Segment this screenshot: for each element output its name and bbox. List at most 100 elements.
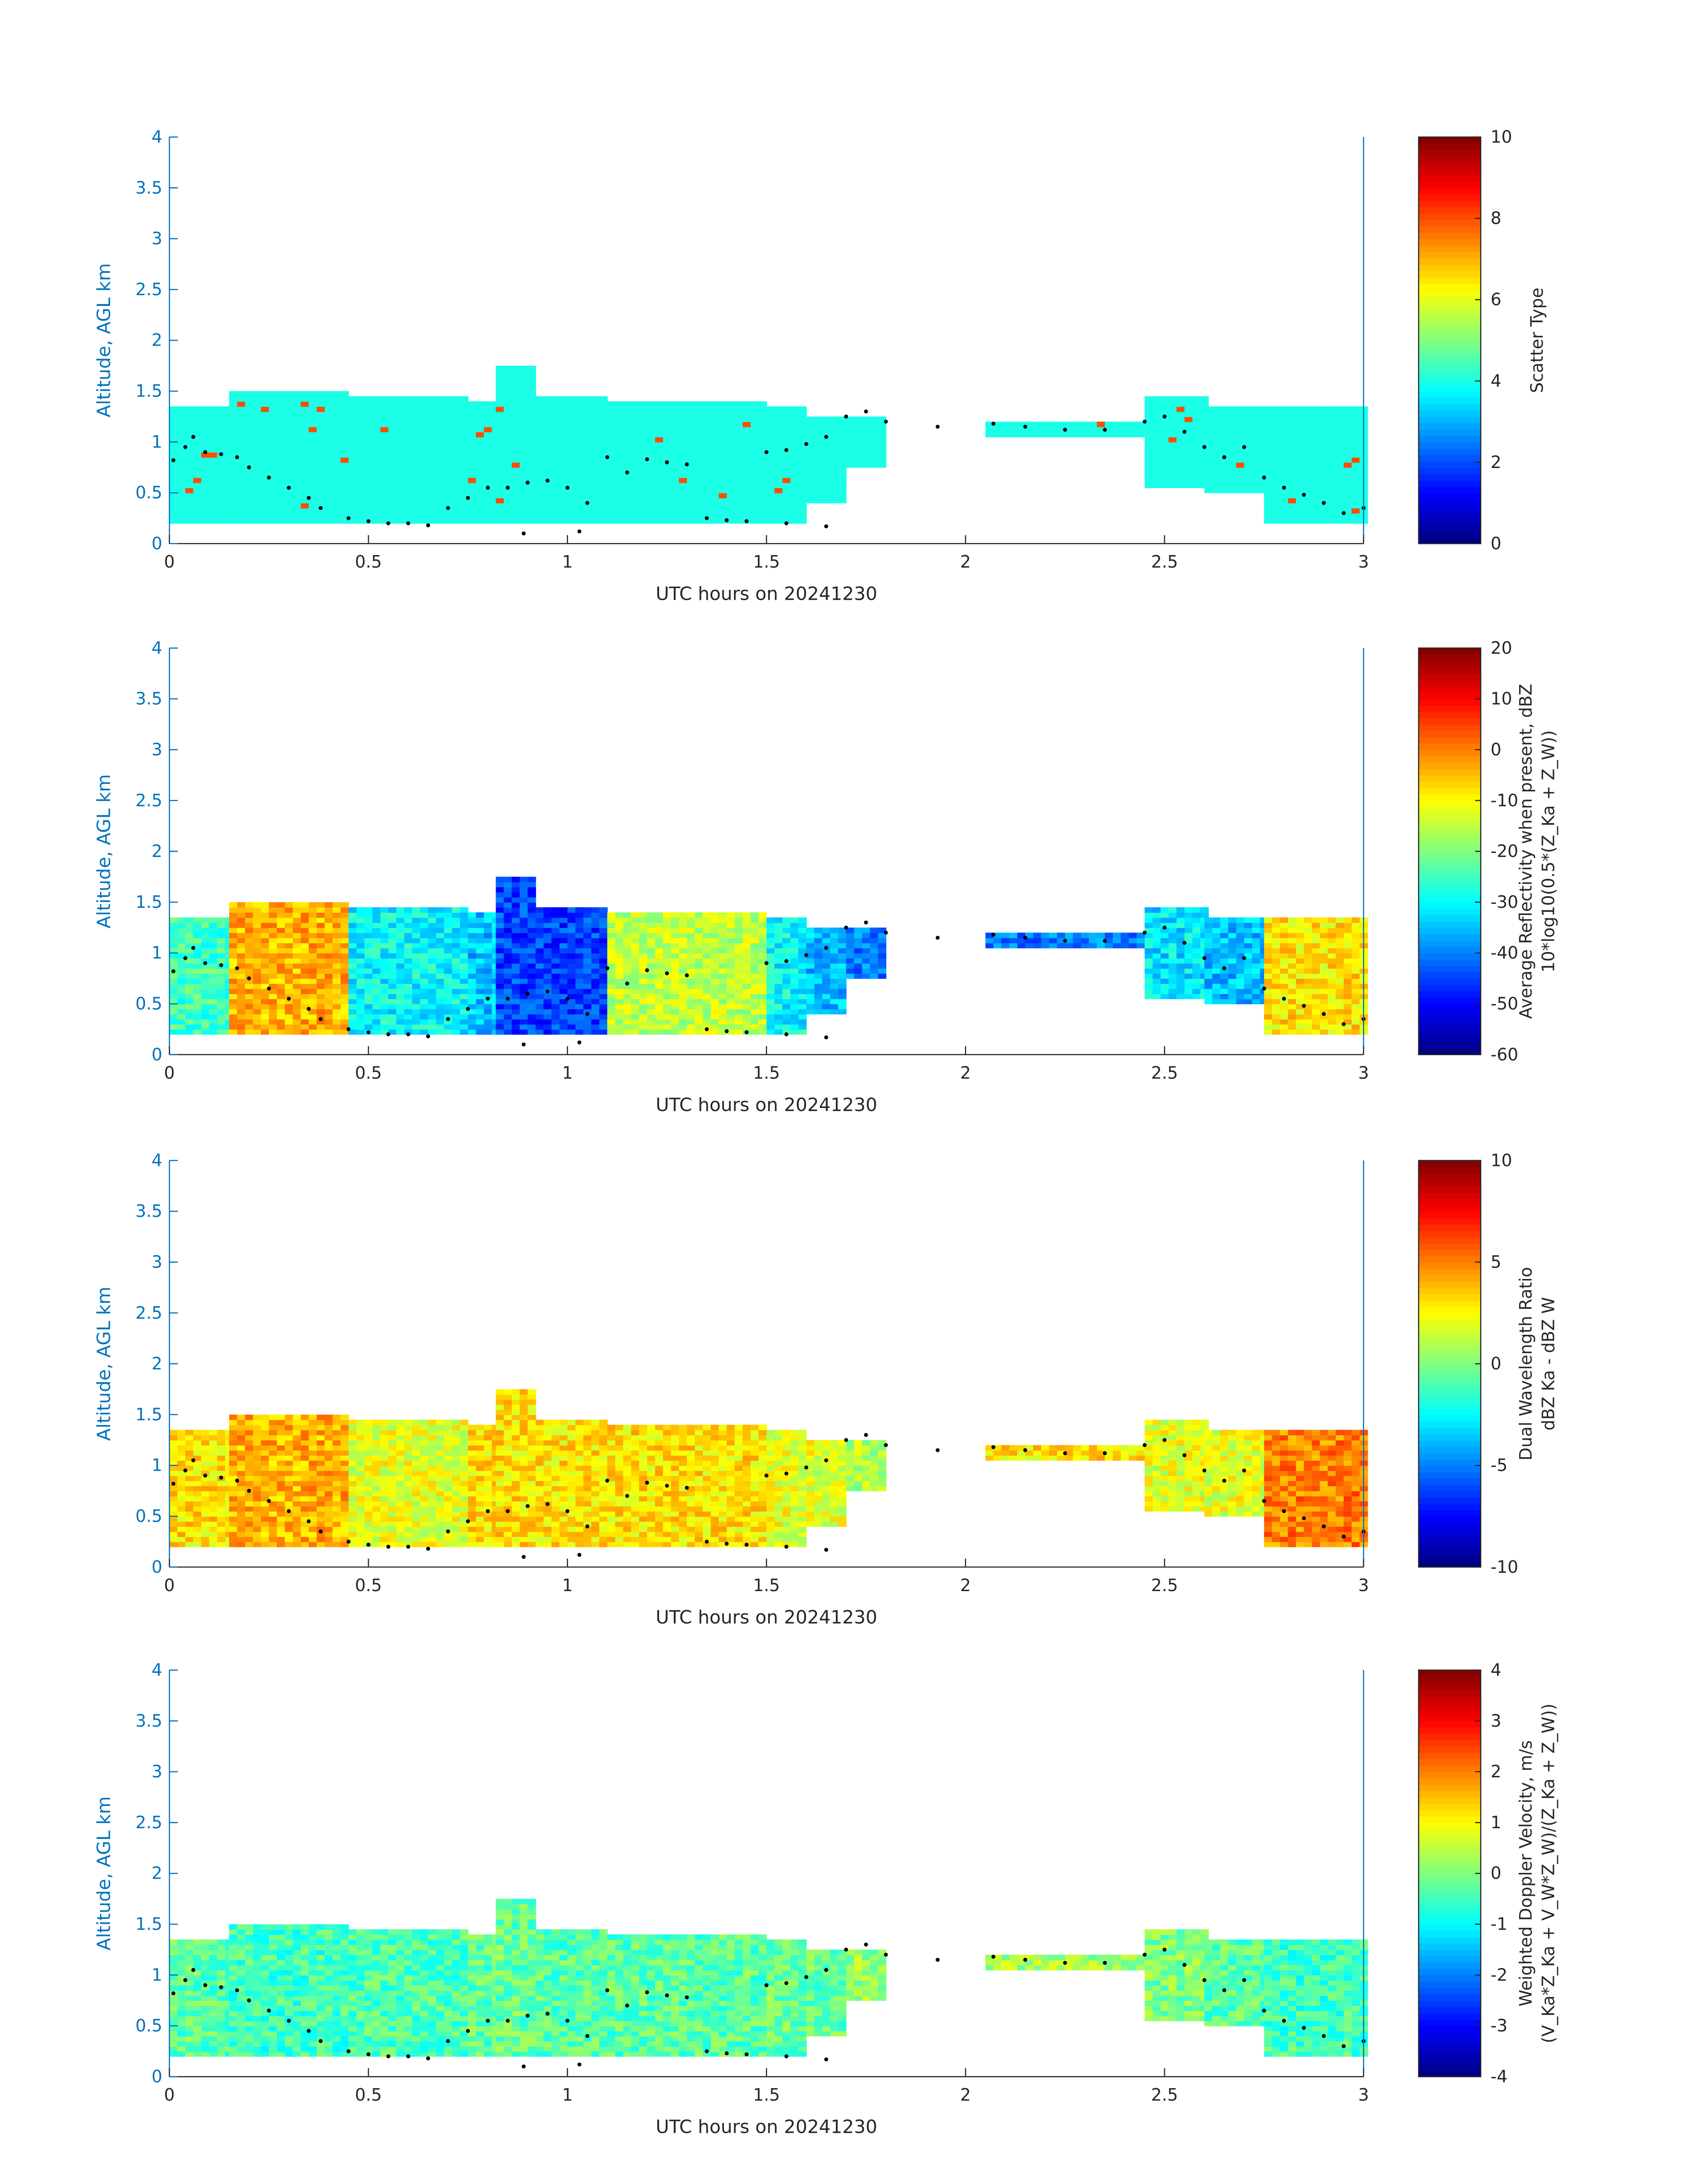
heatmap-cell	[185, 1029, 194, 1035]
heatmap-cell	[269, 396, 277, 402]
heatmap-cell	[527, 907, 536, 913]
heatmap-cell	[436, 999, 445, 1004]
heatmap-cell	[663, 932, 672, 938]
heatmap-cell	[575, 907, 584, 913]
heatmap-cell	[774, 999, 783, 1004]
heatmap-cell	[687, 503, 695, 509]
heatmap-cell	[1176, 452, 1185, 458]
heatmap-cell	[468, 467, 476, 473]
heatmap-cell	[1252, 467, 1261, 473]
heatmap-cell	[284, 912, 293, 918]
heatmap-cell	[591, 406, 600, 412]
heatmap-cell	[309, 477, 317, 483]
heatmap-cell	[460, 917, 468, 923]
heatmap-cell	[527, 493, 536, 498]
heatmap-cell	[710, 953, 719, 959]
heatmap-cell	[1264, 406, 1273, 412]
heatmap-cell	[1252, 406, 1261, 412]
heatmap-cell	[1220, 422, 1229, 427]
heatmap-cell	[655, 416, 664, 422]
heatmap-cell	[679, 447, 688, 453]
heatmap-cell	[527, 882, 536, 888]
heatmap-cell	[615, 994, 624, 999]
heatmap-cell	[185, 1014, 194, 1020]
heatmap-cell	[774, 1019, 783, 1025]
heatmap-cell	[484, 999, 493, 1004]
heatmap-cell	[679, 1024, 688, 1030]
heatmap-cell	[1228, 472, 1237, 478]
heatmap-cell	[460, 411, 468, 417]
heatmap-cell	[687, 482, 695, 489]
heatmap-cell	[229, 928, 238, 933]
heatmap-cell	[774, 1024, 783, 1030]
heatmap-cell	[822, 467, 831, 473]
heatmap-cell	[735, 948, 743, 953]
heatmap-cell	[193, 922, 202, 928]
heatmap-cell	[504, 513, 512, 519]
heatmap-cell	[396, 907, 405, 913]
heatmap-cell	[364, 994, 373, 999]
heatmap-cell	[292, 1029, 301, 1035]
heatmap-cell	[476, 963, 484, 969]
heatmap-cell	[774, 482, 783, 489]
heatmap-cell	[750, 958, 759, 964]
heatmap-cell	[782, 462, 791, 468]
heatmap-cell	[527, 1029, 536, 1035]
heatmap-cell	[436, 437, 445, 443]
heatmap-cell	[309, 493, 317, 498]
heatmap-cell	[428, 503, 437, 509]
heatmap-cell	[743, 467, 751, 473]
heatmap-cell	[567, 922, 576, 928]
heatmap-cell	[559, 937, 568, 944]
heatmap-cell	[301, 396, 309, 402]
heatmap-cell	[607, 983, 616, 989]
heatmap-cell	[452, 963, 461, 969]
heatmap-cell	[1311, 416, 1320, 422]
heatmap-cell	[663, 482, 672, 489]
heatmap-cell	[655, 457, 664, 463]
heatmap-cell	[325, 401, 333, 407]
heatmap-cell	[702, 988, 711, 994]
heatmap-cell	[388, 513, 397, 519]
heatmap-cell	[1344, 488, 1352, 493]
heatmap-cell	[727, 422, 735, 427]
heatmap-cell	[535, 396, 544, 402]
heatmap-cell	[340, 948, 349, 953]
heatmap-cell	[535, 983, 544, 989]
heatmap-cell	[567, 968, 576, 974]
heatmap-cell	[436, 411, 445, 417]
heatmap-cell	[822, 497, 831, 504]
heatmap-cell	[535, 963, 544, 969]
heatmap-cell	[607, 422, 616, 427]
heatmap-cell	[838, 457, 847, 463]
heatmap-cell	[340, 508, 349, 514]
heatmap-cell	[356, 968, 365, 974]
heatmap-cell	[591, 988, 600, 994]
heatmap-cell	[631, 472, 640, 478]
heatmap-cell	[229, 1029, 238, 1035]
heatmap-cell	[647, 422, 656, 427]
heatmap-cell	[185, 1003, 194, 1010]
heatmap-cell	[356, 994, 365, 999]
heatmap-cell	[309, 467, 317, 473]
heatmap-cell	[496, 932, 505, 938]
heatmap-cell	[1212, 431, 1221, 438]
heatmap-cell	[340, 973, 349, 979]
heatmap-cell	[519, 452, 528, 458]
heatmap-cell	[1212, 488, 1221, 493]
heatmap-cell	[766, 431, 775, 438]
heatmap-cell	[496, 426, 505, 432]
heatmap-cell	[1320, 477, 1328, 483]
heatmap-cell	[527, 406, 536, 412]
heatmap-cell	[583, 917, 592, 923]
heatmap-cell	[838, 431, 847, 438]
colorbar-band	[1418, 391, 1481, 398]
heatmap-cell	[535, 426, 544, 432]
heatmap-cell	[1272, 426, 1281, 432]
heatmap-cell	[1328, 497, 1336, 504]
heatmap-cell	[325, 503, 333, 509]
heatmap-cell	[727, 513, 735, 519]
heatmap-cell	[535, 932, 544, 938]
heatmap-cell	[468, 457, 476, 463]
